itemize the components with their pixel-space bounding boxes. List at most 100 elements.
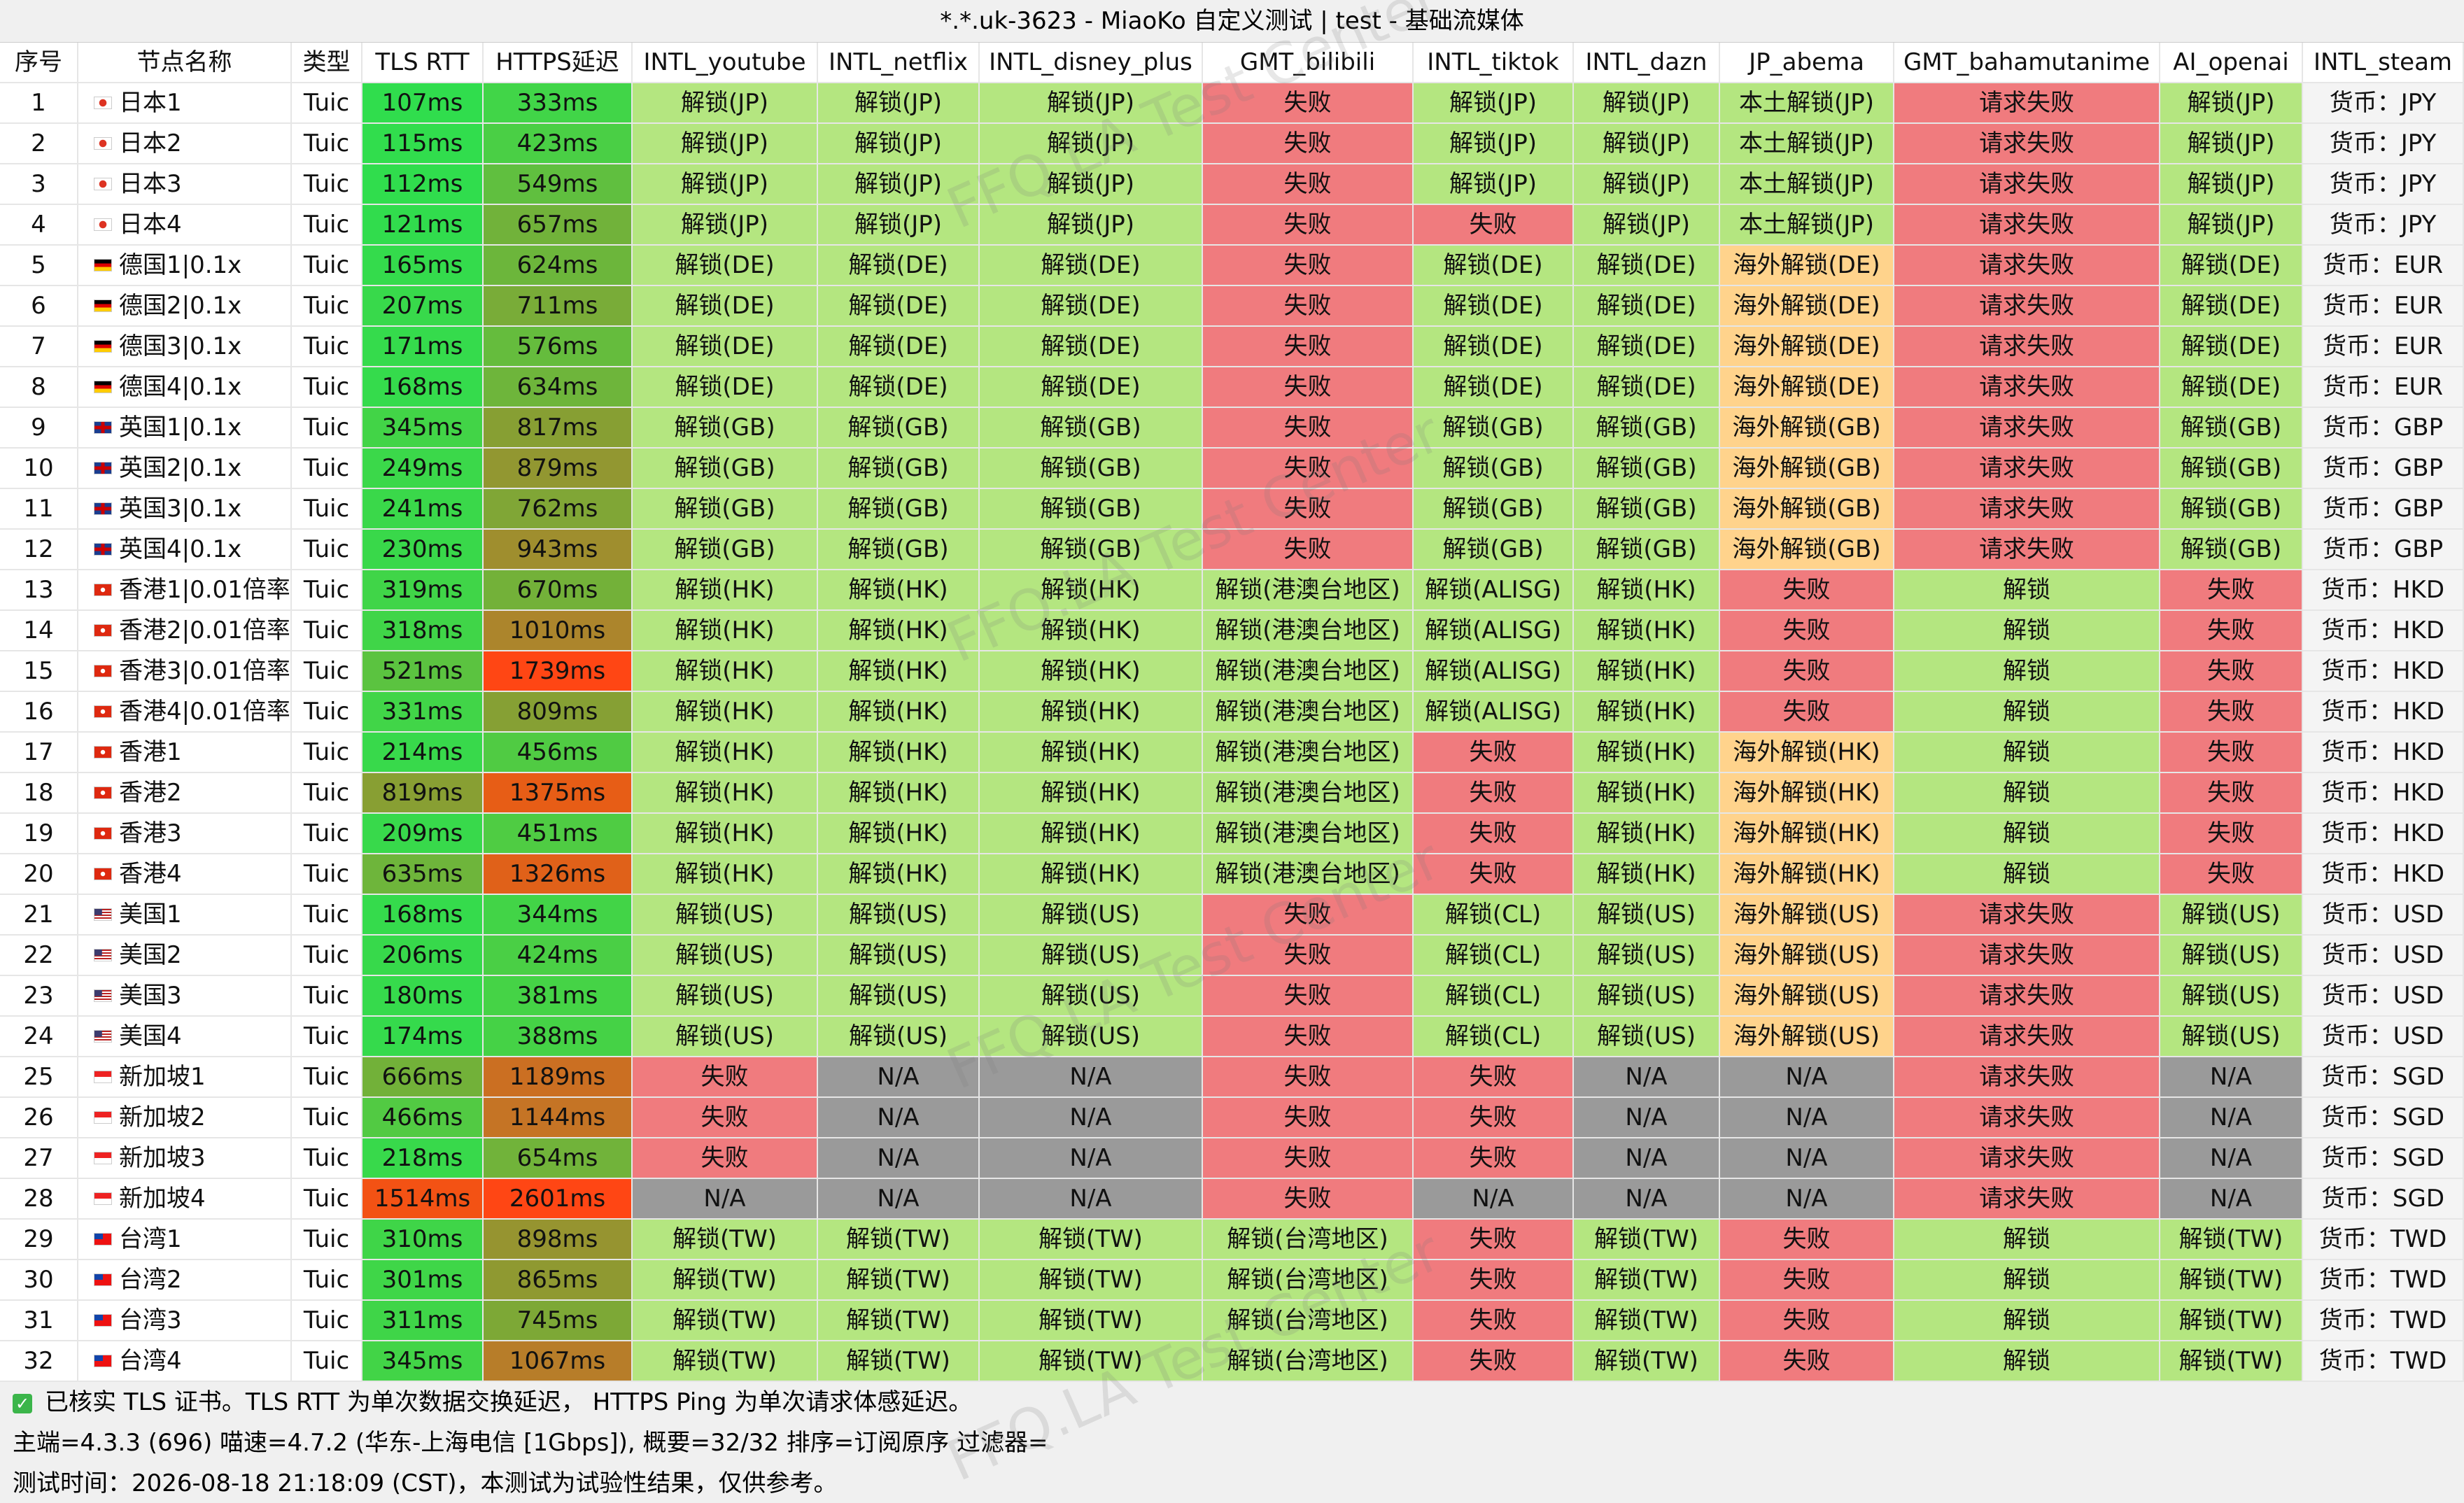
result-cell: N/A: [1414, 1179, 1574, 1220]
result-cell: 解锁(DE): [1414, 286, 1574, 327]
node-name-cell: 德国3|0.1x: [78, 327, 292, 367]
node-name: 美国3: [119, 982, 182, 1010]
result-cell: 请求失败: [1894, 246, 2160, 286]
result-cell: 失败: [1414, 1260, 1574, 1301]
result-cell: 失败: [1203, 367, 1414, 408]
result-cell: Tuic: [292, 1098, 362, 1138]
result-cell: 货币：HKD: [2303, 733, 2464, 773]
result-cell: 请求失败: [1894, 205, 2160, 246]
row-index: 2: [0, 124, 78, 164]
result-cell: 失败: [1203, 1017, 1414, 1057]
result-cell: N/A: [818, 1179, 980, 1220]
result-cell: Tuic: [292, 124, 362, 164]
node-name-cell: 日本2: [78, 124, 292, 164]
row-index: 18: [0, 773, 78, 814]
result-cell: 解锁(DE): [980, 246, 1203, 286]
flag-icon: [94, 1233, 112, 1246]
result-cell: 解锁(港澳台地区): [1203, 611, 1414, 651]
result-cell: 解锁(JP): [1414, 164, 1574, 205]
result-cell: 180ms: [362, 976, 484, 1017]
flag-icon: [94, 421, 112, 434]
result-cell: 解锁(JP): [818, 205, 980, 246]
row-index: 22: [0, 936, 78, 976]
node-name: 德国4|0.1x: [119, 373, 242, 401]
result-cell: 943ms: [484, 530, 633, 570]
result-cell: N/A: [2160, 1098, 2303, 1138]
result-cell: N/A: [633, 1179, 818, 1220]
flag-icon: [94, 1192, 112, 1205]
result-cell: 失败: [1203, 936, 1414, 976]
result-cell: 请求失败: [1894, 936, 2160, 976]
result-cell: 海外解锁(US): [1720, 936, 1894, 976]
result-cell: Tuic: [292, 1017, 362, 1057]
row-index: 1: [0, 83, 78, 124]
result-cell: Tuic: [292, 895, 362, 936]
node-name: 英国2|0.1x: [119, 454, 242, 482]
result-cell: 解锁(TW): [2160, 1260, 2303, 1301]
node-name-cell: 台湾3: [78, 1301, 292, 1341]
result-cell: 失败: [2160, 651, 2303, 692]
result-cell: 海外解锁(HK): [1720, 773, 1894, 814]
result-cell: 货币：SGD: [2303, 1057, 2464, 1098]
result-cell: 解锁(GB): [633, 408, 818, 449]
result-cell: N/A: [2160, 1057, 2303, 1098]
flag-icon: [94, 827, 112, 840]
result-cell: 319ms: [362, 570, 484, 611]
result-cell: 解锁(港澳台地区): [1203, 692, 1414, 733]
node-name: 德国2|0.1x: [119, 292, 242, 320]
result-cell: 货币：EUR: [2303, 327, 2464, 367]
result-cell: 解锁(GB): [2160, 530, 2303, 570]
node-name-cell: 新加坡2: [78, 1098, 292, 1138]
result-cell: 解锁(HK): [818, 733, 980, 773]
result-table: 序号 节点名称 类型 TLS RTT HTTPS延迟 INTL_youtube INTL_n…: [0, 43, 2464, 1382]
result-cell: 809ms: [484, 692, 633, 733]
result-cell: 本土解锁(JP): [1720, 164, 1894, 205]
result-cell: 解锁(台湾地区): [1203, 1301, 1414, 1341]
result-cell: 本土解锁(JP): [1720, 83, 1894, 124]
result-cell: 失败: [1414, 733, 1574, 773]
result-cell: 解锁(HK): [633, 773, 818, 814]
result-cell: 解锁(TW): [980, 1220, 1203, 1260]
result-cell: 失败: [633, 1138, 818, 1179]
result-cell: 解锁(台湾地区): [1203, 1341, 1414, 1382]
result-cell: 解锁(US): [818, 936, 980, 976]
result-cell: 解锁(TW): [1574, 1301, 1720, 1341]
result-cell: 货币：TWD: [2303, 1341, 2464, 1382]
result-cell: 345ms: [362, 408, 484, 449]
result-cell: 171ms: [362, 327, 484, 367]
window-title: *.*.uk-3623 - MiaoKo 自定义测试 | test - 基础流媒…: [0, 0, 2464, 43]
result-cell: 1739ms: [484, 651, 633, 692]
result-cell: 112ms: [362, 164, 484, 205]
flag-icon: [94, 584, 112, 596]
result-cell: 货币：TWD: [2303, 1220, 2464, 1260]
node-name: 香港3|0.01倍率: [119, 657, 290, 685]
result-cell: 301ms: [362, 1260, 484, 1301]
result-cell: 失败: [1203, 530, 1414, 570]
result-cell: 货币：SGD: [2303, 1138, 2464, 1179]
result-cell: 失败: [1203, 408, 1414, 449]
node-name: 台湾1: [119, 1225, 182, 1253]
row-index: 26: [0, 1098, 78, 1138]
result-cell: 解锁(GB): [1574, 489, 1720, 530]
result-cell: N/A: [818, 1098, 980, 1138]
result-cell: 解锁(TW): [818, 1220, 980, 1260]
footer-text: 已核实 TLS 证书。TLS RTT 为单次数据交换延迟， HTTPS Ping…: [45, 1388, 973, 1416]
result-cell: 解锁(JP): [633, 124, 818, 164]
result-cell: 466ms: [362, 1098, 484, 1138]
result-cell: Tuic: [292, 570, 362, 611]
result-cell: 货币：JPY: [2303, 164, 2464, 205]
row-index: 15: [0, 651, 78, 692]
result-cell: 失败: [1414, 1057, 1574, 1098]
result-cell: 货币：JPY: [2303, 124, 2464, 164]
result-cell: 654ms: [484, 1138, 633, 1179]
header-cell: INTL_tiktok: [1414, 43, 1574, 83]
result-cell: 解锁(港澳台地区): [1203, 733, 1414, 773]
result-cell: 解锁(US): [633, 895, 818, 936]
node-name: 香港2: [119, 779, 182, 807]
flag-icon: [94, 97, 112, 109]
node-name-cell: 美国3: [78, 976, 292, 1017]
result-cell: 解锁(GB): [2160, 408, 2303, 449]
node-name-cell: 英国1|0.1x: [78, 408, 292, 449]
result-cell: 海外解锁(GB): [1720, 530, 1894, 570]
row-index: 20: [0, 854, 78, 895]
